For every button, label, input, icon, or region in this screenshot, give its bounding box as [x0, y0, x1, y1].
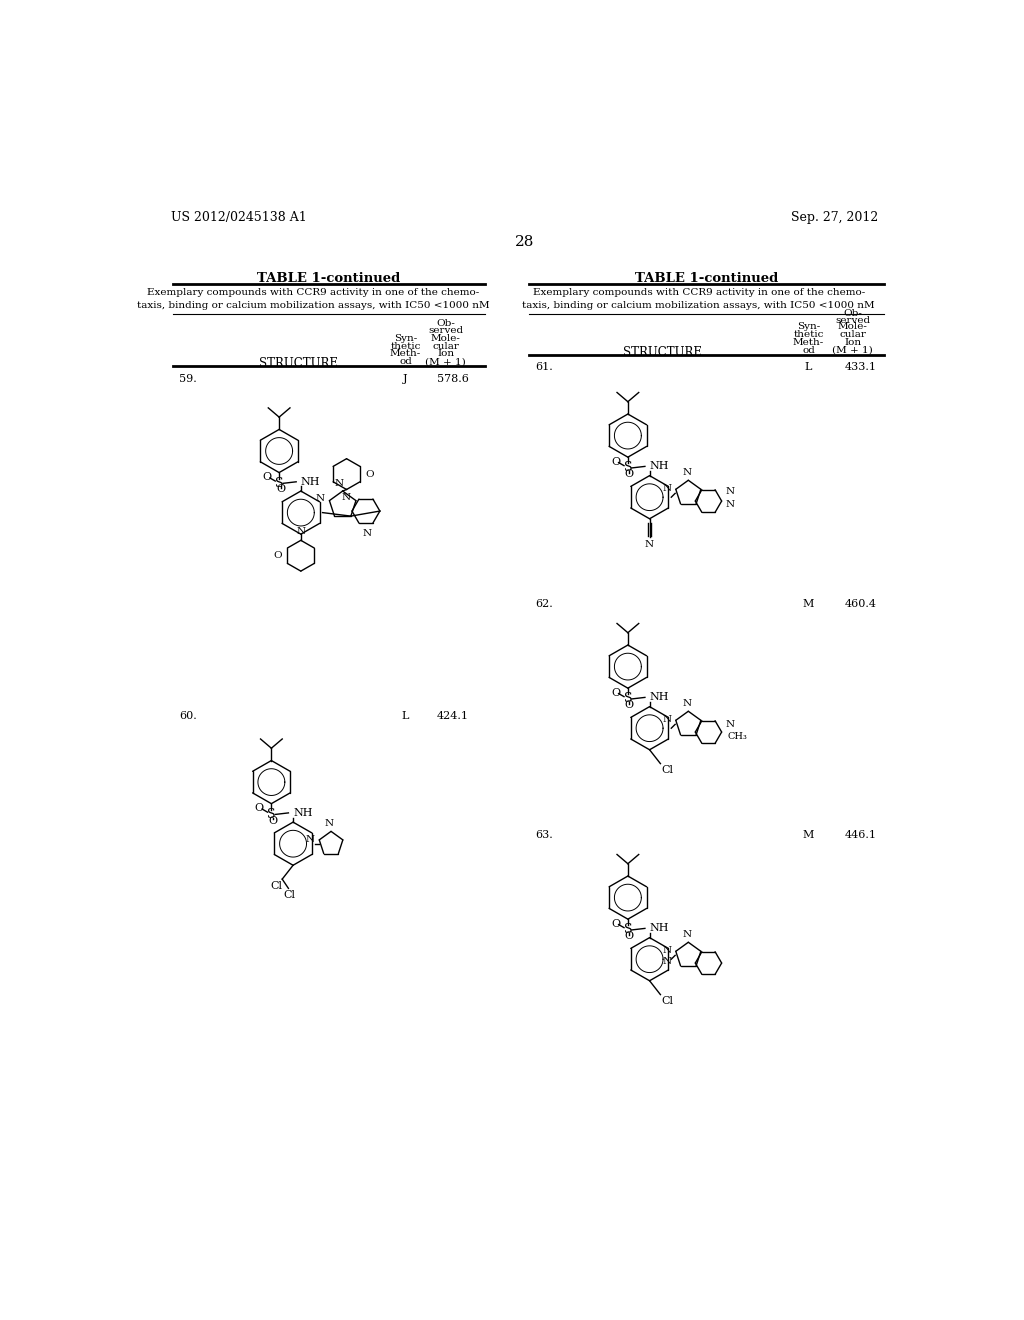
Text: Syn-: Syn-: [797, 322, 820, 331]
Text: L: L: [805, 363, 812, 372]
Text: CH₃: CH₃: [728, 733, 748, 741]
Text: 60.: 60.: [179, 711, 197, 721]
Text: 59.: 59.: [179, 374, 197, 384]
Text: N: N: [682, 931, 691, 940]
Text: N: N: [315, 494, 325, 503]
Text: N: N: [663, 715, 672, 725]
Text: M: M: [803, 599, 814, 609]
Text: Meth-: Meth-: [793, 338, 824, 347]
Text: Ion: Ion: [437, 350, 455, 358]
Text: US 2012/0245138 A1: US 2012/0245138 A1: [171, 211, 306, 224]
Text: N: N: [726, 487, 734, 496]
Text: N: N: [342, 494, 351, 503]
Text: (M + 1): (M + 1): [833, 346, 873, 355]
Text: N: N: [645, 540, 654, 549]
Text: O: O: [366, 470, 374, 479]
Text: NH: NH: [649, 693, 669, 702]
Text: N: N: [335, 479, 344, 488]
Text: Cl: Cl: [662, 766, 673, 775]
Text: cular: cular: [840, 330, 866, 339]
Text: 433.1: 433.1: [845, 363, 877, 372]
Text: O: O: [276, 484, 286, 495]
Text: O: O: [625, 931, 634, 941]
Text: Cl: Cl: [662, 997, 673, 1006]
Text: O: O: [262, 473, 271, 482]
Text: Exemplary compounds with CCR9 activity in one of the chemo-
taxis, binding or ca: Exemplary compounds with CCR9 activity i…: [137, 288, 489, 310]
Text: O: O: [268, 816, 278, 825]
Text: od: od: [399, 358, 412, 366]
Text: N: N: [726, 719, 734, 729]
Text: NH: NH: [293, 808, 312, 818]
Text: served: served: [835, 317, 870, 325]
Text: 61.: 61.: [536, 363, 553, 372]
Text: 28: 28: [515, 235, 535, 249]
Text: N: N: [682, 700, 691, 708]
Text: S: S: [624, 924, 632, 936]
Text: Cl: Cl: [270, 880, 283, 891]
Text: NH: NH: [649, 462, 669, 471]
Text: N: N: [663, 957, 672, 966]
Text: Sep. 27, 2012: Sep. 27, 2012: [791, 211, 879, 224]
Text: 424.1: 424.1: [437, 711, 469, 721]
Text: N: N: [682, 469, 691, 478]
Text: S: S: [274, 477, 284, 490]
Text: O: O: [611, 457, 621, 467]
Text: N: N: [663, 946, 672, 956]
Text: 460.4: 460.4: [845, 599, 877, 609]
Text: TABLE 1-continued: TABLE 1-continued: [257, 272, 400, 285]
Text: L: L: [401, 711, 410, 721]
Text: S: S: [267, 808, 275, 821]
Text: Ob-: Ob-: [436, 318, 456, 327]
Text: cular: cular: [432, 342, 459, 351]
Text: Ob-: Ob-: [843, 309, 862, 318]
Text: TABLE 1-continued: TABLE 1-continued: [635, 272, 778, 285]
Text: served: served: [428, 326, 463, 335]
Text: M: M: [803, 830, 814, 840]
Text: NH: NH: [649, 924, 669, 933]
Text: O: O: [254, 804, 263, 813]
Text: S: S: [624, 693, 632, 705]
Text: STRUCTURE: STRUCTURE: [259, 358, 338, 370]
Text: O: O: [611, 919, 621, 929]
Text: Mole-: Mole-: [431, 334, 461, 343]
Text: S: S: [624, 462, 632, 474]
Text: J: J: [403, 374, 408, 384]
Text: Cl: Cl: [284, 890, 295, 900]
Text: N: N: [325, 820, 334, 829]
Text: N: N: [663, 484, 672, 494]
Text: N: N: [305, 836, 314, 845]
Text: thetic: thetic: [794, 330, 823, 339]
Text: (M + 1): (M + 1): [425, 358, 466, 366]
Text: STRUCTURE: STRUCTURE: [624, 346, 702, 359]
Text: 578.6: 578.6: [437, 374, 469, 384]
Text: O: O: [625, 469, 634, 479]
Text: Meth-: Meth-: [390, 350, 421, 358]
Text: thetic: thetic: [390, 342, 421, 351]
Text: Ion: Ion: [844, 338, 861, 347]
Text: N: N: [726, 500, 734, 510]
Text: N: N: [362, 529, 372, 537]
Text: Syn-: Syn-: [394, 334, 417, 343]
Text: NH: NH: [301, 477, 321, 487]
Text: O: O: [273, 552, 283, 560]
Text: od: od: [802, 346, 815, 355]
Text: Exemplary compounds with CCR9 activity in one of the chemo-
taxis, binding or ca: Exemplary compounds with CCR9 activity i…: [522, 288, 876, 310]
Text: 62.: 62.: [536, 599, 553, 609]
Text: 446.1: 446.1: [845, 830, 877, 840]
Text: 63.: 63.: [536, 830, 553, 840]
Text: O: O: [625, 700, 634, 710]
Text: N: N: [296, 528, 305, 536]
Text: Mole-: Mole-: [838, 322, 867, 331]
Text: O: O: [611, 688, 621, 698]
